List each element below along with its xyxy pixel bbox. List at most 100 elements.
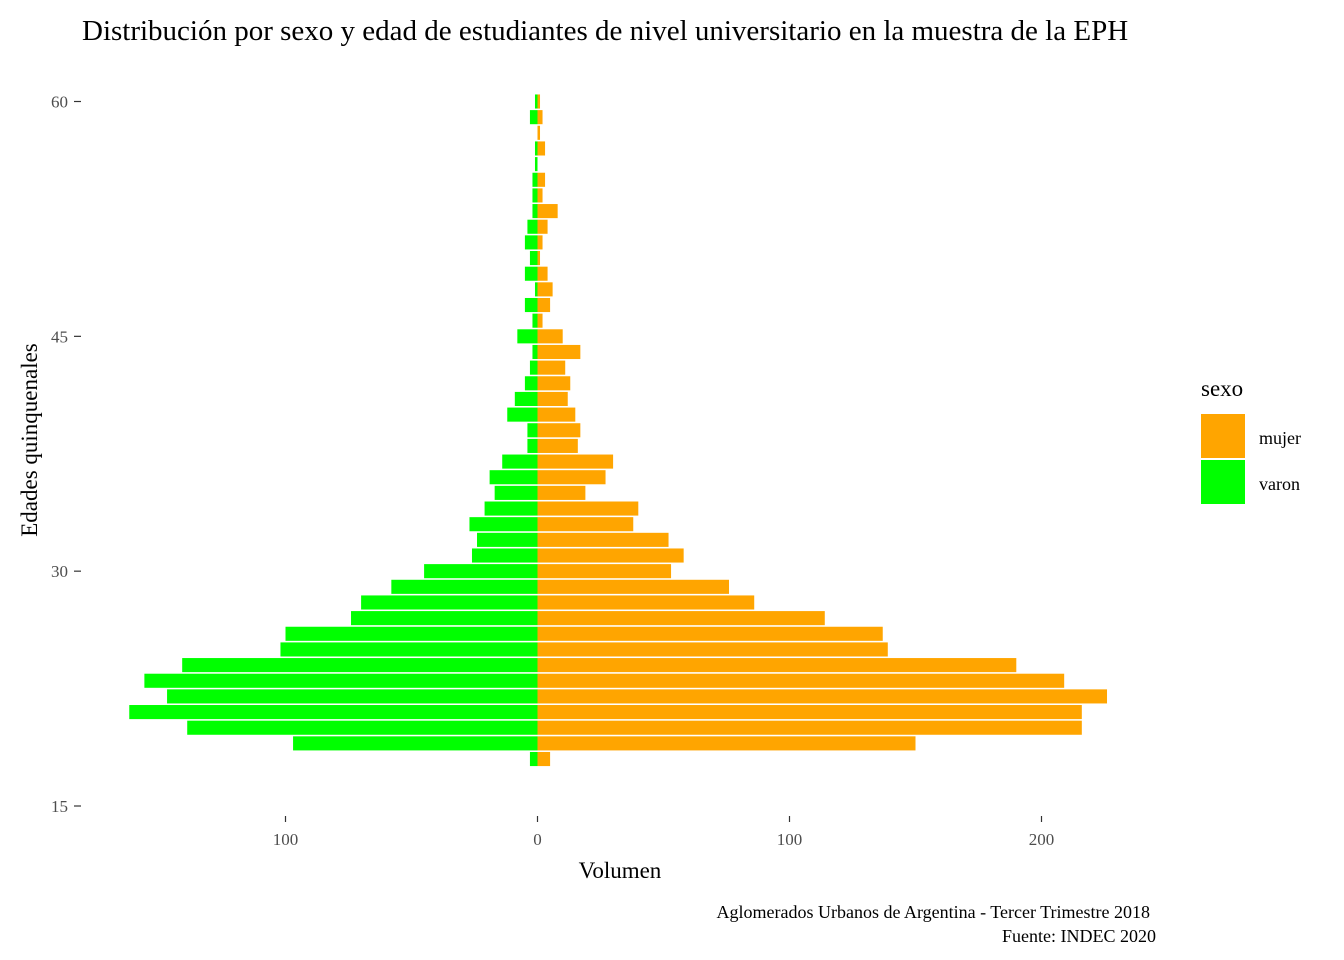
bar-mujer-58 [537,125,541,140]
bar-mujer-40 [537,407,576,422]
bar-varon-40 [507,407,538,422]
bar-varon-46 [532,313,538,328]
bar-mujer-24 [537,658,1017,673]
bar-varon-30 [424,564,538,579]
bar-varon-32 [477,532,538,547]
bar-varon-51 [524,235,538,250]
legend-swatch-mujer [1201,414,1245,458]
bar-varon-24 [182,658,538,673]
bar-varon-55 [532,172,538,187]
bar-varon-34 [484,501,538,516]
bar-mujer-31 [537,548,684,563]
bar-mujer-20 [537,720,1082,735]
bar-varon-60 [534,94,538,109]
bar-mujer-55 [537,172,546,187]
bar-varon-43 [529,360,538,375]
y-tick-label: 30 [51,562,68,581]
bar-mujer-42 [537,376,571,391]
caption-line-2: Fuente: INDEC 2020 [1002,926,1156,946]
bar-mujer-38 [537,438,578,453]
bar-varon-33 [469,517,538,532]
x-tick-label: 0 [533,830,542,849]
bar-varon-22 [167,689,538,704]
bar-varon-20 [187,720,538,735]
bar-mujer-23 [537,673,1065,688]
legend-label-varon: varon [1259,474,1300,494]
bar-varon-59 [529,110,538,125]
bar-varon-27 [351,611,538,626]
bar-varon-50 [529,251,538,266]
bar-mujer-22 [537,689,1108,704]
bar-varon-39 [527,423,538,438]
bar-mujer-57 [537,141,546,156]
x-tick-label: 200 [1029,830,1055,849]
bar-mujer-37 [537,454,614,469]
bar-varon-44 [532,344,538,360]
bar-varon-49 [524,266,538,281]
bar-varon-53 [532,204,538,219]
bar-mujer-21 [537,705,1082,720]
bar-varon-41 [514,391,538,407]
bar-mujer-48 [537,282,553,297]
bar-mujer-35 [537,485,586,500]
caption-line-1: Aglomerados Urbanos de Argentina - Terce… [717,902,1151,922]
bar-varon-56 [534,157,538,172]
bar-varon-23 [144,673,538,688]
bar-mujer-27 [537,611,825,626]
bar-mujer-19 [537,736,916,751]
y-tick-label: 45 [51,327,68,346]
legend-swatch-varon [1201,460,1245,504]
bar-mujer-50 [537,251,541,266]
bar-mujer-39 [537,423,581,438]
bar-mujer-44 [537,344,581,360]
x-tick-label: 100 [777,830,803,849]
bar-mujer-36 [537,470,606,485]
bar-mujer-46 [537,313,543,328]
bar-varon-52 [527,219,538,234]
bar-varon-57 [534,141,538,156]
bar-varon-48 [534,282,538,297]
bar-mujer-45 [537,329,563,344]
bar-varon-36 [489,470,538,485]
bar-mujer-60 [537,94,541,109]
bar-varon-45 [517,329,538,344]
bar-mujer-33 [537,517,634,532]
legend-label-mujer: mujer [1259,428,1301,448]
bar-varon-21 [129,705,538,720]
bar-mujer-41 [537,391,568,407]
bar-mujer-34 [537,501,639,516]
y-axis: 15 30 45 60 [51,93,81,816]
bar-varon-19 [293,736,538,751]
bar-varon-18 [529,751,538,767]
bar-mujer-49 [537,266,548,281]
legend: sexo mujer varon [1201,376,1301,504]
x-axis: 100 0 100 200 [273,816,1055,849]
y-tick-label: 15 [51,797,68,816]
bar-varon-47 [524,297,538,313]
bar-varon-35 [494,485,538,500]
bar-mujer-54 [537,188,543,203]
bar-mujer-26 [537,626,883,641]
y-axis-title: Edades quinquenales [17,343,42,537]
bar-varon-37 [502,454,538,469]
bar-varon-42 [524,376,538,391]
bar-mujer-30 [537,564,672,579]
bar-mujer-52 [537,219,548,234]
bar-mujer-59 [537,110,543,125]
x-axis-title: Volumen [579,858,662,883]
bar-mujer-53 [537,204,558,219]
x-tick-label: 100 [273,830,299,849]
bar-varon-26 [285,626,538,641]
bars [129,94,1108,767]
bar-varon-29 [391,579,538,594]
bar-varon-54 [532,188,538,203]
bar-mujer-43 [537,360,566,375]
chart-title: Distribución por sexo y edad de estudian… [82,15,1128,47]
bar-mujer-25 [537,642,888,657]
bar-varon-31 [471,548,538,563]
y-tick-label: 60 [51,93,68,112]
bar-varon-28 [361,595,538,610]
bar-mujer-28 [537,595,755,610]
bar-mujer-51 [537,235,543,250]
